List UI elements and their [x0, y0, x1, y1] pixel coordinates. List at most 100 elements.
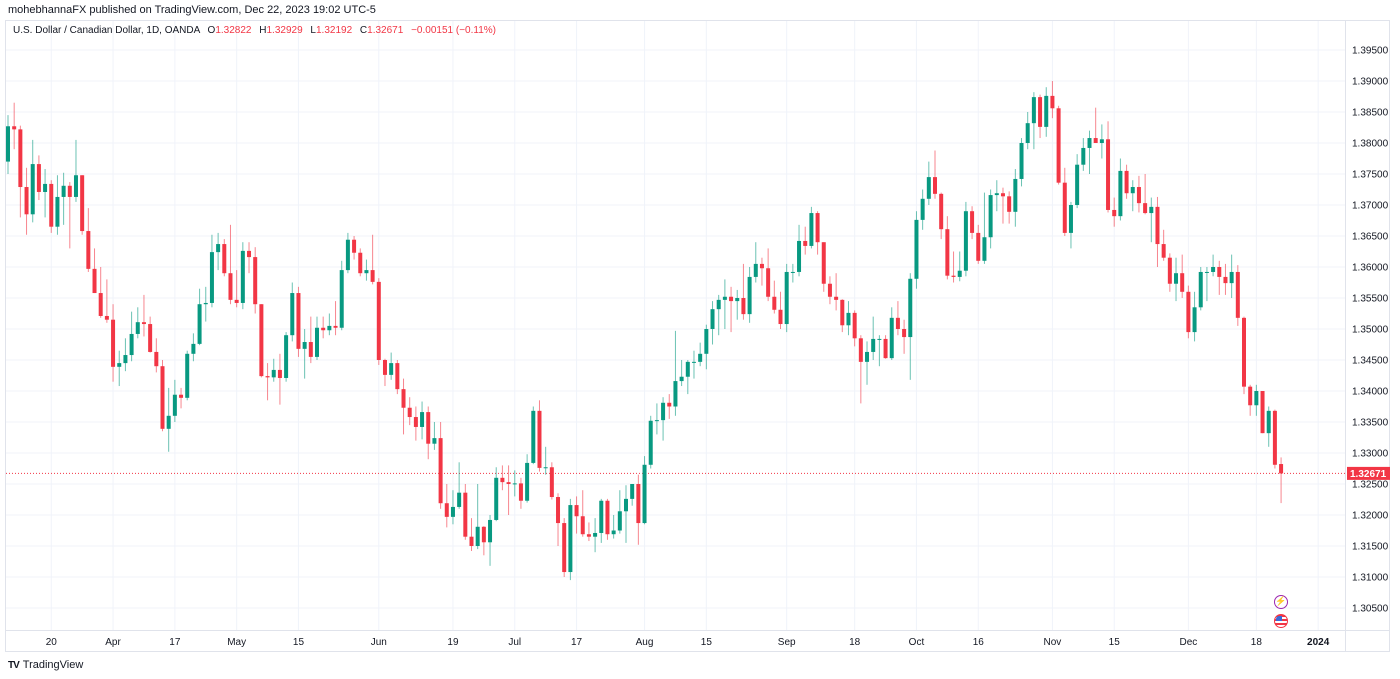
candle-down [1124, 170, 1129, 194]
candle-up [543, 467, 548, 469]
candle-down [778, 309, 783, 325]
candle-up [1204, 271, 1209, 273]
candle-down [729, 296, 734, 302]
candle-down [933, 177, 937, 194]
candle-down [104, 315, 109, 320]
price-tick-label: 1.37500 [1352, 170, 1389, 181]
candle-down [481, 526, 486, 543]
candle-down [1279, 464, 1284, 474]
candle-down [636, 484, 641, 524]
candle-down [253, 257, 258, 305]
price-tick-label: 1.30500 [1352, 604, 1389, 615]
time-tick-label: 16 [973, 637, 985, 648]
candle-up [599, 500, 604, 533]
candle-down [500, 477, 505, 483]
candle-up [753, 263, 758, 277]
candle-up [203, 302, 208, 305]
candle-up [1118, 170, 1123, 217]
candle-down [148, 324, 153, 352]
candle-up [197, 304, 202, 344]
candle-down [444, 503, 449, 517]
candle-up [123, 355, 128, 364]
candle-up [315, 327, 319, 357]
candle-down [308, 342, 313, 357]
candle-down [574, 505, 579, 517]
candle-up [1211, 267, 1216, 272]
candle-up [914, 219, 919, 279]
candle-down [1167, 257, 1172, 284]
candle-up [698, 353, 703, 362]
price-tick-label: 1.32500 [1352, 480, 1389, 491]
candles [6, 81, 1284, 581]
candle-up [129, 333, 134, 356]
candle-down [834, 296, 839, 300]
candle-down [506, 482, 511, 484]
candle-down [1242, 317, 1246, 387]
candle-up [673, 381, 678, 407]
price-tick-label: 1.34000 [1352, 387, 1389, 398]
candle-down [803, 240, 808, 246]
candle-up [1031, 97, 1036, 124]
candle-down [98, 293, 103, 316]
price-tick-label: 1.39500 [1352, 46, 1389, 57]
candle-down [18, 129, 23, 188]
tradingview-logo[interactable]: TV TradingView [8, 659, 83, 671]
candle-up [1229, 271, 1234, 284]
candle-up [1254, 391, 1259, 406]
candle-down [160, 366, 165, 429]
candle-down [605, 500, 610, 535]
time-tick-label: May [227, 637, 246, 648]
candle-down [1000, 193, 1005, 197]
candle-up [926, 177, 931, 199]
candle-down [333, 325, 338, 328]
us-flag-icon[interactable] [1274, 614, 1288, 628]
candle-up [185, 353, 190, 398]
candle-up [617, 511, 622, 531]
candle-up [908, 278, 913, 338]
candle-up [488, 519, 493, 543]
time-tick-label: 19 [447, 637, 459, 648]
candle-up [691, 361, 696, 363]
candle-up [865, 351, 870, 362]
time-tick-label: 20 [46, 637, 58, 648]
candle-up [191, 343, 196, 354]
candle-up [216, 244, 221, 253]
candle-down [395, 363, 400, 390]
candle-down [407, 407, 412, 418]
candle-down [1161, 244, 1166, 258]
time-tick-label: Jul [508, 637, 521, 648]
candle-down [49, 183, 54, 227]
candle-down [562, 523, 567, 573]
candle-up [1099, 139, 1104, 143]
time-tick-label: Sep [778, 637, 796, 648]
price-tick-label: 1.34500 [1352, 356, 1389, 367]
candle-down [401, 389, 406, 408]
candle-down [759, 263, 764, 269]
candle-up [1019, 143, 1024, 179]
candle-up [290, 293, 295, 336]
candle-down [321, 327, 326, 331]
candle-down [1038, 97, 1043, 127]
candle-up [920, 198, 925, 220]
candle-down [1112, 209, 1117, 217]
candle-down [766, 268, 771, 297]
candle-up [6, 126, 10, 162]
candle-up [747, 276, 752, 315]
lightning-event-icon[interactable]: ⚡ [1274, 595, 1288, 609]
candle-down [586, 534, 591, 537]
candle-up [1266, 410, 1271, 434]
candle-up [593, 532, 598, 537]
candle-down [556, 497, 561, 524]
low-label: L [310, 25, 316, 36]
candle-down [1062, 182, 1067, 233]
candle-up [1087, 138, 1092, 148]
candle-up [271, 369, 276, 378]
candle-down [247, 250, 252, 258]
candle-up [722, 296, 727, 300]
candle-down [772, 296, 777, 310]
candle-up [1149, 206, 1154, 214]
candle-up [1068, 205, 1073, 233]
candle-up [327, 325, 332, 331]
candle-down [277, 369, 282, 378]
